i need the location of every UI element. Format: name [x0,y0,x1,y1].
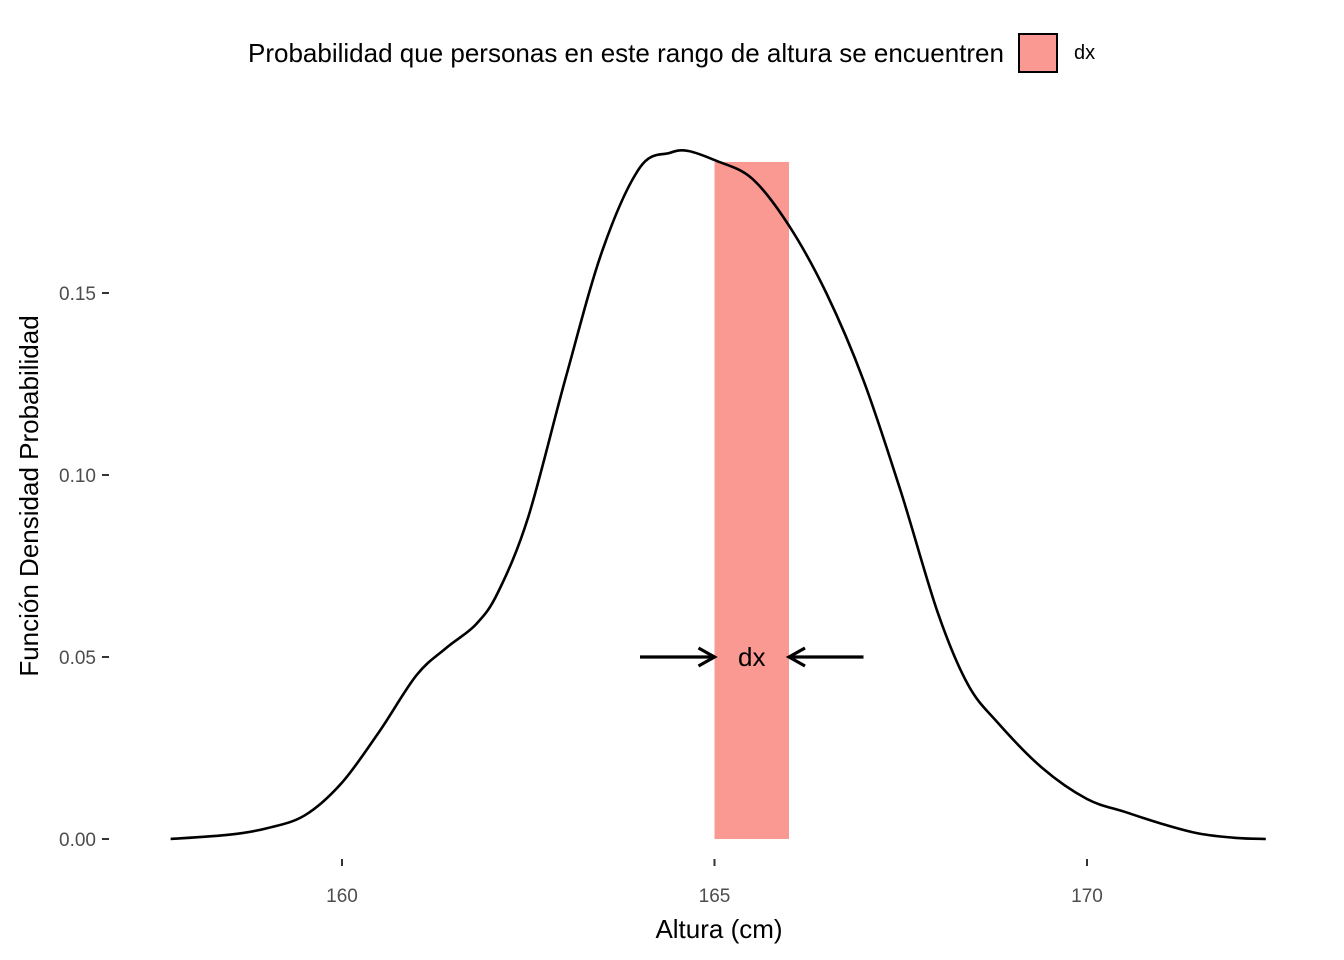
y-tick-label: 0.05 [59,648,96,669]
highlight-band [714,161,789,839]
legend: Probabilidad que personas en este rango … [248,30,1095,76]
x-tick-label: 170 [1071,886,1103,907]
x-tick-label: 160 [326,886,358,907]
y-axis-title: Función Densidad Probabilidad [14,315,44,676]
annotation-layer: dx [640,642,864,672]
x-tick-label: 165 [699,886,731,907]
y-tick-label: 0.10 [59,466,96,487]
y-tick-label: 0.00 [59,830,96,851]
left-arrow-head [697,646,718,668]
right-arrow-head [785,646,806,668]
x-axis: 160 165 170 [326,859,1103,907]
curve-layer [170,149,1266,841]
density-curve [170,149,1266,841]
x-axis-title: Altura (cm) [655,914,782,944]
legend-title: Probabilidad que personas en este rango … [248,37,1004,68]
annotation-label: dx [738,642,765,672]
y-tick-label: 0.15 [59,284,96,305]
legend-label: dx [1073,41,1096,64]
highlight-layer [714,161,789,839]
legend-swatch [1017,33,1058,73]
y-axis: 0.00 0.05 0.10 0.15 [59,284,109,851]
